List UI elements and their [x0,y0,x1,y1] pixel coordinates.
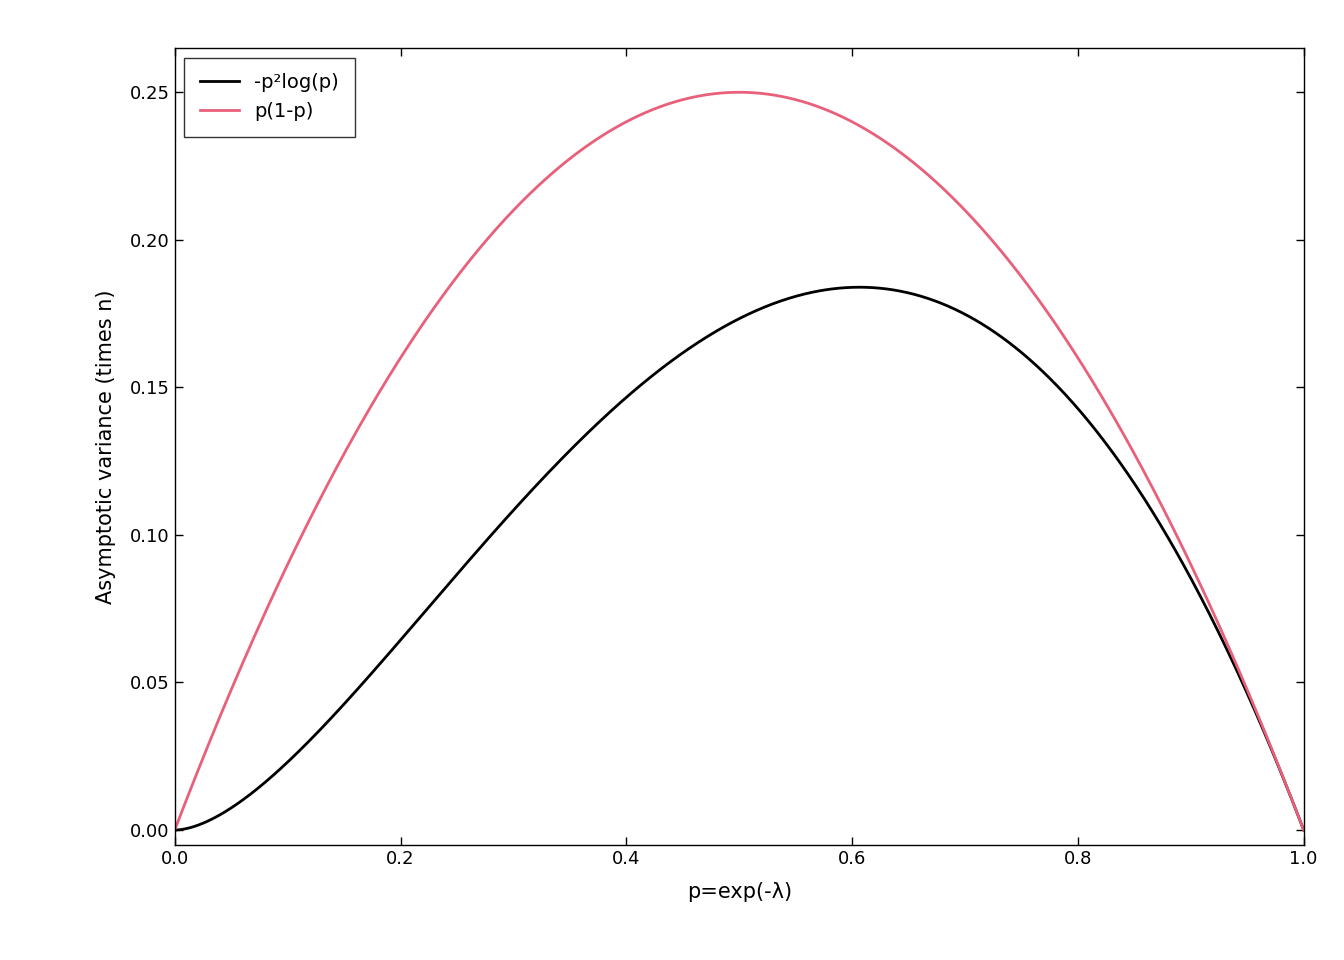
Legend: -p²log(p), p(1-p): -p²log(p), p(1-p) [184,58,355,136]
Y-axis label: Asymptotic variance (times n): Asymptotic variance (times n) [95,289,116,604]
X-axis label: p=exp(-λ): p=exp(-λ) [687,881,792,901]
